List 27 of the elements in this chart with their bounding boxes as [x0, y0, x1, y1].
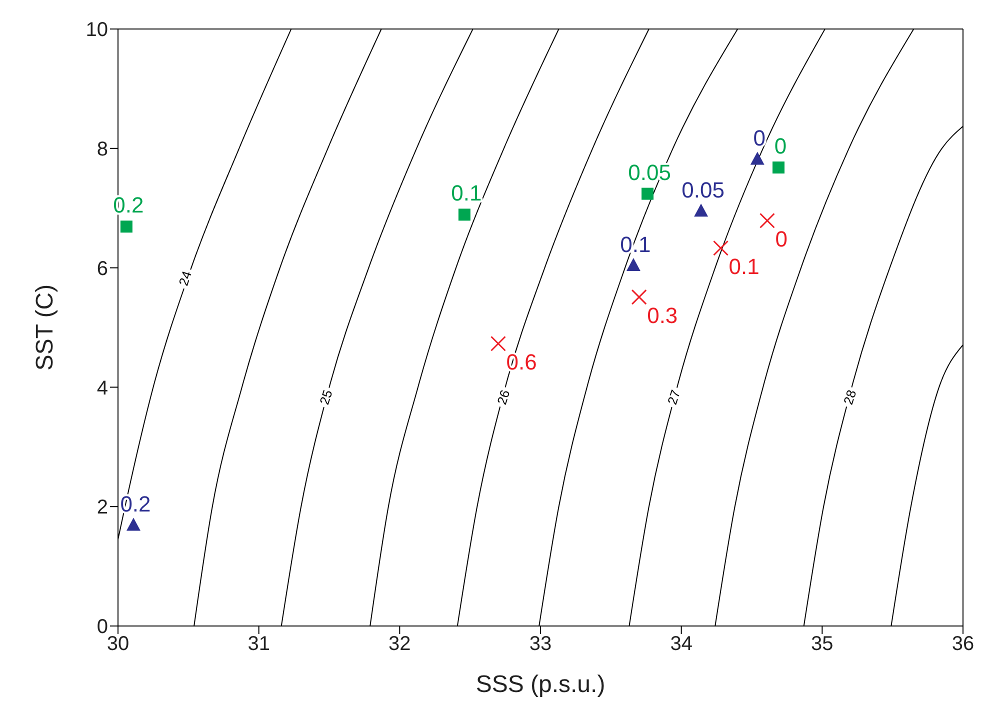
x-tick-label: 36	[952, 633, 974, 656]
annotation: 0	[775, 226, 788, 252]
annotation: 24	[176, 269, 194, 288]
annotation: 27	[664, 388, 684, 406]
x-tick-label: 35	[811, 633, 834, 656]
y-tick-label: 6	[96, 258, 108, 280]
annotation: 0	[753, 126, 766, 151]
annotation: 26	[494, 388, 513, 406]
x-axis-title: SSS (p.s.u.)	[476, 671, 606, 698]
x-tick-label: 30	[106, 633, 130, 656]
annotation: 0.05	[682, 178, 724, 203]
x-tick-label: 31	[248, 633, 270, 656]
y-axis-title: SST (C)	[32, 284, 59, 371]
y-tick-label: 0	[96, 616, 108, 638]
annotation: 28	[840, 388, 860, 406]
annotation: 0	[774, 134, 787, 159]
x-tick-label: 32	[388, 633, 411, 656]
annotation: 0.3	[647, 303, 678, 328]
x-tick-label: 33	[529, 633, 552, 656]
annotation: 25	[316, 388, 336, 406]
y-tick-label: 10	[86, 19, 108, 42]
y-tick-label: 2	[96, 496, 108, 519]
annotation: 0.1	[728, 254, 760, 280]
y-tick-label: 8	[96, 138, 108, 160]
annotation: 0.1	[451, 180, 482, 206]
x-tick-label: 34	[670, 633, 692, 656]
y-tick-label: 4	[96, 377, 108, 400]
